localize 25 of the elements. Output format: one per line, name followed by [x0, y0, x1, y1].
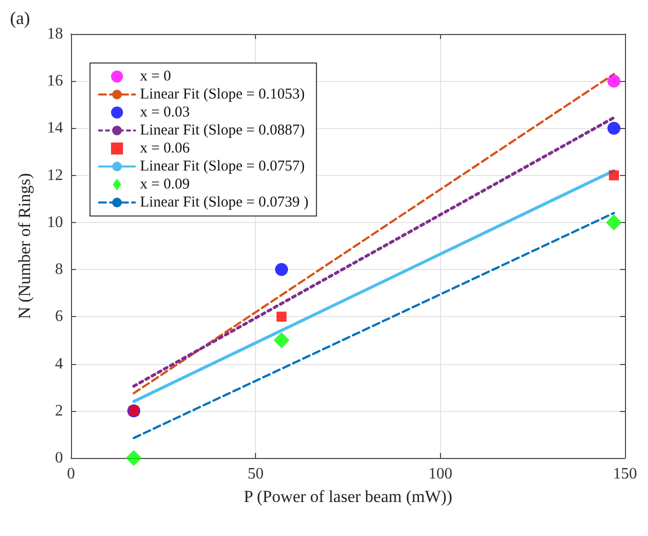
x-tick-label: 50: [248, 466, 264, 482]
y-tick-label: 10: [47, 214, 63, 231]
x-tick-label: 0: [67, 466, 75, 482]
legend-label: Linear Fit (Slope = 0.0887): [140, 122, 305, 138]
legend-label: Linear Fit (Slope = 0.0739 ): [140, 194, 308, 210]
y-tick-label: 12: [47, 166, 63, 184]
y-axis-title: N (Number of Rings): [15, 173, 34, 319]
legend-label: Linear Fit (Slope = 0.1053): [140, 86, 305, 102]
y-tick-label: 4: [55, 355, 63, 372]
y-tick-label: 0: [55, 450, 63, 466]
legend-label: x = 0.03: [140, 104, 190, 120]
legend-label: x = 0.06: [140, 140, 190, 156]
legend-label: Linear Fit (Slope = 0.0757): [140, 158, 305, 174]
legend-label: x = 0: [140, 68, 171, 84]
y-tick-label: 16: [47, 72, 63, 90]
x-tick-label: 100: [428, 466, 452, 482]
legend-label: x = 0.09: [140, 176, 190, 192]
x-axis-title: P (Power of laser beam (mW)): [244, 487, 452, 506]
y-tick-label: 2: [55, 402, 63, 420]
y-tick-label: 18: [47, 26, 63, 42]
x-tick-label: 150: [613, 466, 637, 482]
y-tick-label: 14: [47, 120, 63, 137]
y-tick-label: 8: [55, 261, 63, 278]
y-tick-label: 6: [55, 308, 63, 326]
text: (a): [10, 8, 30, 28]
